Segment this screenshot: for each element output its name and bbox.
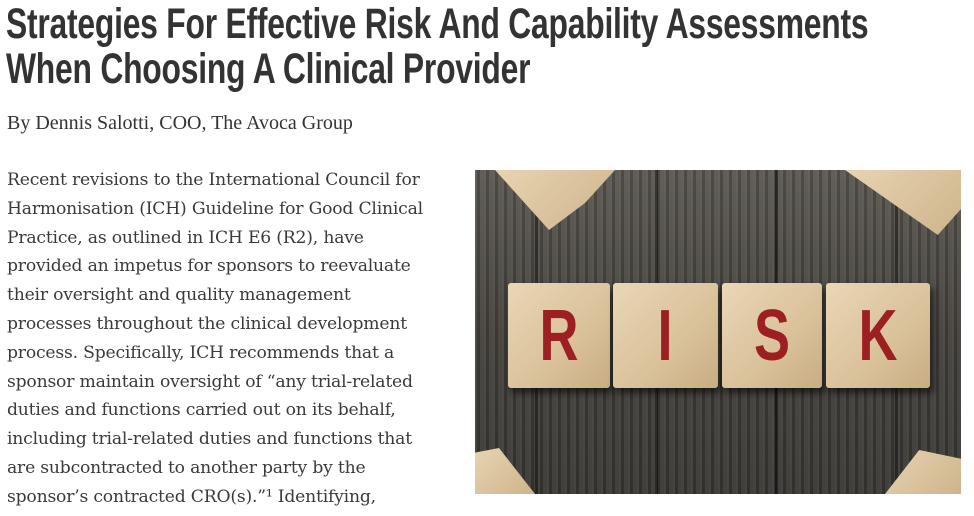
- body-line: Practice, as outlined in ICH E6 (R2), ha…: [7, 227, 364, 248]
- body-line: Recent revisions to the International Co…: [7, 170, 420, 190]
- article-title: Strategies For Effective Risk And Capabi…: [6, 0, 869, 93]
- body-line: sponsor’s contracted CRO(s).”¹ Identifyi…: [7, 486, 376, 507]
- body-line: processes throughout the clinical develo…: [7, 313, 407, 334]
- body-line: sponsor maintain oversight of “any trial…: [7, 371, 413, 392]
- letter-block: S: [722, 283, 822, 388]
- corner-block: [475, 448, 535, 494]
- corner-block: [495, 170, 615, 230]
- corner-block: [845, 170, 961, 235]
- body-line: provided an impetus for sponsors to reev…: [7, 256, 411, 277]
- body-line: their oversight and quality management: [7, 285, 351, 306]
- body-line: are subcontracted to another party by th…: [7, 457, 366, 478]
- body-line: duties and functions carried out on its …: [7, 400, 396, 421]
- letter-block: I: [613, 283, 718, 388]
- body-line: including trial-related duties and funct…: [7, 429, 412, 450]
- title-line: Strategies For Effective Risk And Capabi…: [6, 0, 869, 48]
- title-line: When Choosing A Clinical Provider: [6, 45, 531, 93]
- byline: By Dennis Salotti, COO, The Avoca Group: [7, 112, 353, 134]
- article-body: Recent revisions to the International Co…: [7, 166, 423, 512]
- body-line: process. Specifically, ICH recommends th…: [7, 342, 394, 363]
- risk-blocks-image: R I S K: [475, 170, 961, 494]
- corner-block: [885, 450, 961, 494]
- letter-block: R: [508, 283, 610, 388]
- body-line: Harmonisation (ICH) Guideline for Good C…: [7, 198, 423, 219]
- letter-block: K: [826, 283, 930, 388]
